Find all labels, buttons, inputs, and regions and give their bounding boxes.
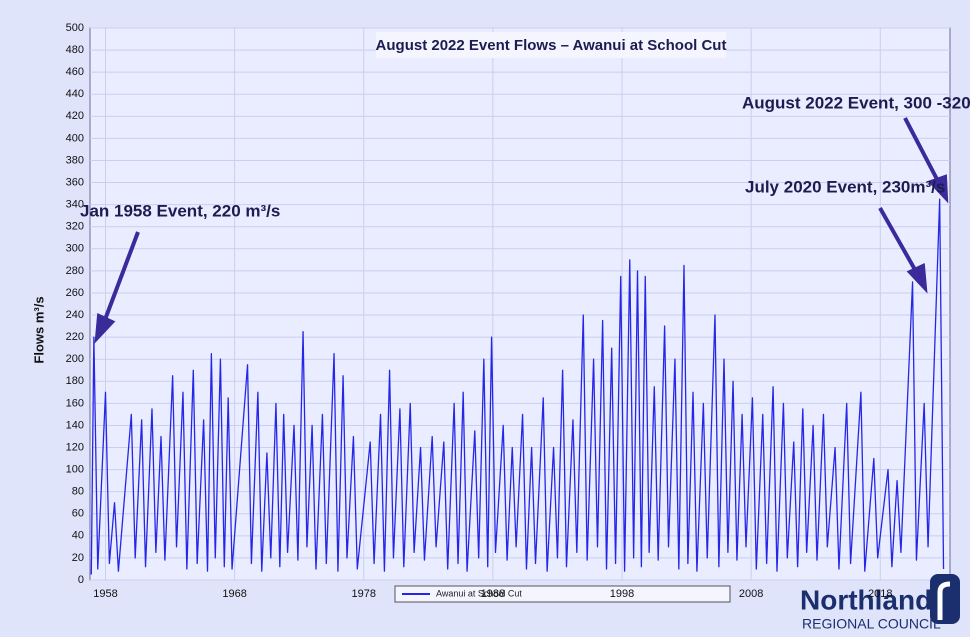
y-tick-label: 220: [66, 331, 84, 343]
y-tick-label: 340: [66, 199, 84, 211]
annotation: July 2020 Event, 230m³/s: [745, 177, 945, 196]
logo-subtitle: REGIONAL COUNCIL: [802, 616, 941, 632]
y-tick-label: 420: [66, 110, 84, 122]
y-tick-label: 140: [66, 419, 84, 431]
y-tick-label: 300: [66, 243, 84, 255]
y-tick-label: 200: [66, 353, 84, 365]
y-tick-label: 260: [66, 287, 84, 299]
x-tick-label: 1998: [610, 588, 634, 600]
y-tick-label: 400: [66, 132, 84, 144]
x-tick-label: 2018: [868, 588, 892, 600]
y-tick-label: 460: [66, 66, 84, 78]
y-tick-label: 480: [66, 44, 84, 56]
logo-mark: [930, 574, 960, 624]
chart-title: August 2022 Event Flows – Awanui at Scho…: [376, 37, 727, 54]
y-tick-label: 160: [66, 397, 84, 409]
annotation: Jan 1958 Event, 220 m³/s: [80, 201, 280, 220]
y-tick-label: 60: [72, 508, 84, 520]
y-tick-label: 500: [66, 22, 84, 34]
y-tick-label: 80: [72, 486, 84, 498]
y-tick-label: 100: [66, 464, 84, 476]
annotation: August 2022 Event, 300 -320m³/s: [742, 93, 970, 112]
y-tick-label: 360: [66, 176, 84, 188]
y-tick-label: 320: [66, 221, 84, 233]
y-tick-label: 440: [66, 88, 84, 100]
y-tick-label: 120: [66, 441, 84, 453]
logo-name: Northland: [800, 584, 932, 615]
y-tick-label: 280: [66, 265, 84, 277]
legend-label: Awanui at School Cut: [436, 588, 522, 598]
x-tick-label: 1988: [481, 588, 505, 600]
x-tick-label: 1958: [93, 588, 117, 600]
y-tick-label: 20: [72, 552, 84, 564]
x-tick-label: 1968: [222, 588, 246, 600]
y-tick-label: 40: [72, 530, 84, 542]
chart: August 2022 Event Flows – Awanui at Scho…: [0, 0, 970, 637]
y-axis-label: Flows m³/s: [31, 296, 46, 363]
x-tick-label: 1978: [352, 588, 376, 600]
y-tick-label: 380: [66, 154, 84, 166]
x-tick-label: 2008: [739, 588, 763, 600]
y-tick-label: 0: [78, 574, 84, 586]
y-tick-label: 240: [66, 309, 84, 321]
y-tick-label: 180: [66, 375, 84, 387]
